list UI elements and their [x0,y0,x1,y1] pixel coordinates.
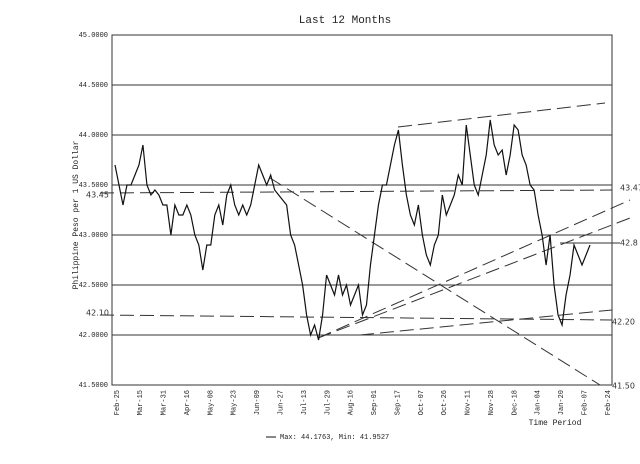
y-tick-label: 44.0000 [79,132,108,140]
annotation: 42.8 [620,239,638,248]
x-tick-label: Feb-25 [114,390,122,415]
annotation: 41.50 [612,382,635,391]
trend-line [99,189,613,194]
y-tick-label: 43.0000 [79,232,108,240]
x-tick-label: Jun-27 [278,390,286,415]
x-tick-label: Nov-11 [465,390,473,415]
x-tick-label: Oct-07 [418,390,426,415]
annotation: 43.45 [86,191,109,200]
y-tick-label: 42.5000 [79,282,108,290]
x-tick-label: May-23 [231,390,239,415]
y-tick-label: 43.5000 [79,182,108,190]
hand-drawn-lines [99,102,631,386]
x-tick-label: Jan-20 [558,390,566,415]
x-tick-label: Jul-13 [301,390,309,415]
x-tick-label: Mar-15 [137,390,145,415]
x-tick-label: Feb-07 [581,390,589,415]
x-tick-label: Oct-26 [441,390,449,415]
x-tick-label: Jun-09 [254,390,262,415]
y-axis-label: Philippine Peso per 1 US Dollar [72,140,81,289]
x-tick-label: Sep-17 [394,390,402,415]
trend-line [317,199,631,339]
data-line [114,119,591,341]
trend-line [269,177,601,386]
x-tick-label: Aug-16 [348,390,356,415]
trend-line [359,309,613,336]
x-tick-label: May-08 [207,390,215,415]
annotation: 42.20 [612,318,635,327]
x-tick-label: Jan-04 [535,390,543,415]
annotation: 43.47 [620,184,640,193]
chart-title: Last 12 Months [299,15,391,27]
x-tick-label: Dec-18 [511,390,519,415]
x-axis-label: Time Period [529,419,582,428]
x-tick-label: Feb-24 [605,390,613,415]
y-tick-label: 44.5000 [79,82,108,90]
x-tick-label: Jul-29 [324,390,332,415]
y-tick-label: 42.0000 [79,332,108,340]
x-tick-label: Apr-16 [184,390,192,415]
trend-line [99,314,613,321]
x-tick-label: Mar-31 [161,390,169,415]
x-tick-label: Nov-28 [488,390,496,415]
trend-line [317,217,631,339]
trend-line [397,102,606,128]
y-tick-label: 45.0000 [79,32,108,40]
legend-label: Max: 44.1763, Min: 41.9527 [280,434,389,442]
annotation: 42.10 [86,309,109,318]
x-tick-label: Sep-01 [371,390,379,415]
y-tick-label: 41.5000 [79,382,108,390]
